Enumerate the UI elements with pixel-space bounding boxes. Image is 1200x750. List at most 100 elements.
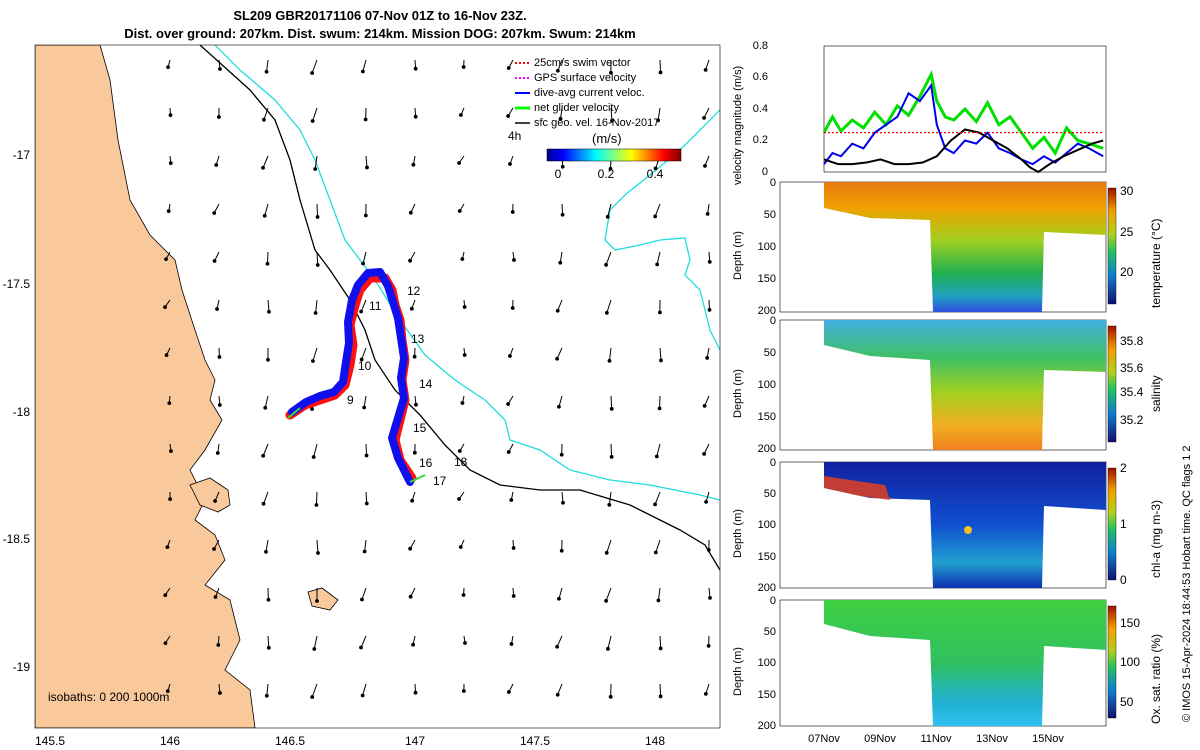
depth-tick: 200 [758, 443, 776, 455]
current-vector [361, 587, 367, 600]
current-vector [266, 251, 269, 264]
map-y-ticks: -17 -17.5 -18 -18.5 -19 [3, 148, 31, 674]
current-vector-head [656, 598, 661, 603]
current-vector [606, 539, 612, 553]
current-vector-head [461, 65, 466, 69]
current-vector-head [655, 262, 660, 267]
glider-track-blue [288, 268, 414, 486]
current-vector-head [607, 358, 612, 363]
x-tick: 146 [160, 734, 180, 748]
current-vector-head [657, 310, 662, 315]
current-vector [557, 59, 563, 71]
current-vector-head [658, 694, 663, 699]
current-vector-head [604, 598, 608, 603]
y-tick: -18 [13, 405, 31, 419]
current-vector-head [364, 453, 369, 458]
current-vector-head [653, 502, 657, 507]
current-vector-head [359, 645, 363, 650]
current-vector-head [462, 305, 467, 309]
cb-tick: 1 [1120, 517, 1127, 531]
current-vector-head [412, 354, 417, 359]
date-tick: 07Nov [808, 733, 840, 745]
date-tick: 09Nov [864, 733, 896, 745]
current-vector-head [264, 69, 269, 74]
current-vector-head [558, 260, 563, 265]
cb-tick: 35.2 [1120, 413, 1144, 427]
cb-tick: 0 [1120, 573, 1127, 587]
current-vector [361, 347, 367, 360]
cb-tick: 35.4 [1120, 385, 1144, 399]
current-vector-head [509, 642, 514, 646]
isobath-1000m-loop [604, 109, 720, 351]
current-vector-head [217, 355, 222, 359]
x-tick: 147 [405, 734, 425, 748]
current-vector-head [163, 305, 167, 309]
isobath-1000m [214, 45, 720, 501]
current-vector [315, 491, 318, 506]
current-vector [313, 635, 318, 650]
current-vector [365, 491, 368, 504]
current-vector-head [218, 67, 222, 71]
current-vector-head [316, 551, 320, 555]
date-tick: 13Nov [976, 733, 1008, 745]
current-vector-head [608, 70, 613, 75]
depth-tick: 200 [758, 720, 776, 732]
temperature-colorbar [1107, 187, 1117, 305]
current-vector-head [215, 451, 220, 455]
current-vector-head [506, 402, 510, 406]
current-vector-head [164, 353, 169, 357]
chla-colorbar [1107, 467, 1117, 581]
vel-y-label: velocity magnitude (m/s) [732, 66, 744, 185]
depth-tick: 150 [758, 411, 776, 423]
current-vector [610, 107, 613, 121]
current-vector-head [509, 498, 514, 502]
cb-tick: 100 [1120, 655, 1140, 669]
x-tick: 147.5 [520, 734, 550, 748]
salinity-label: salinity [1149, 375, 1163, 412]
title-line-1: SL209 GBR20171106 07-Nov 01Z to 16-Nov 2… [233, 8, 527, 23]
current-vector-head [457, 497, 461, 501]
current-vector-head [605, 214, 610, 219]
map-legend: 25cm/s swim vector GPS surface velocity … [508, 57, 682, 181]
current-vector-head [413, 114, 418, 119]
island-2 [307, 587, 339, 611]
current-vector [607, 203, 612, 217]
current-vector-head [703, 67, 708, 72]
current-vector-head [506, 690, 511, 694]
current-vector-head [167, 401, 172, 405]
current-vector [608, 491, 612, 505]
current-vector-head [313, 311, 318, 315]
vel-y-tick: 0.2 [753, 134, 768, 146]
current-vector-head [555, 356, 559, 361]
cb-tick: 2 [1120, 461, 1127, 475]
current-vector-head [169, 449, 173, 453]
current-vector-head [706, 547, 711, 552]
current-vector-head [707, 259, 712, 264]
current-vector-head [656, 118, 660, 123]
current-vector [360, 635, 367, 648]
depth-tick: 0 [770, 315, 776, 327]
current-vector-head [511, 546, 516, 550]
vel-y-tick: 0 [762, 166, 768, 178]
current-vector-head [506, 450, 511, 454]
legend-dive-avg: dive-avg current veloc. [534, 87, 645, 99]
current-vector [266, 683, 269, 696]
vel-y-tick: 0.8 [753, 40, 768, 52]
current-vector [606, 299, 612, 313]
legend-time: 4h [508, 129, 521, 143]
depth-tick: 0 [770, 457, 776, 469]
current-vector [266, 59, 269, 72]
current-vector-head [653, 166, 658, 171]
current-vector-head [168, 497, 172, 501]
depth-tick: 100 [758, 379, 776, 391]
current-vector-head [460, 401, 465, 405]
current-vector-head [558, 116, 563, 121]
current-vector-head [703, 691, 708, 696]
current-vector [656, 251, 661, 265]
depth-label: Depth (m) [732, 647, 744, 696]
current-vector-head [703, 163, 707, 168]
island-1 [189, 477, 231, 513]
current-vector-head [262, 213, 267, 218]
current-vector [654, 491, 661, 505]
cb-tick: 150 [1120, 616, 1140, 630]
